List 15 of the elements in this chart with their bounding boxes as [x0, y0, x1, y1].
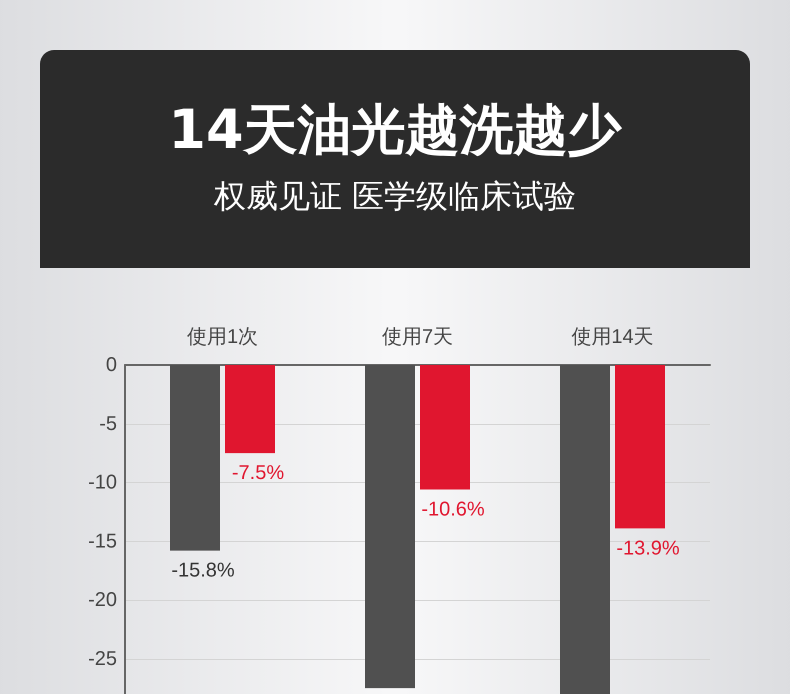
y-tick-label: -15: [88, 530, 117, 552]
chart-subtitle: 权威见证 医学级临床试验: [212, 176, 578, 216]
data-label: -13.9%: [616, 537, 680, 560]
x-tick-label: 使用1次: [186, 326, 258, 348]
data-label: -10.6%: [421, 498, 485, 521]
x-tick-label: 使用7天: [382, 326, 454, 348]
x-tick-label: 使用14天: [571, 326, 654, 348]
y-tick-label: -5: [99, 412, 117, 435]
y-tick-label: -10: [88, 472, 117, 494]
y-tick-label: 0: [106, 354, 117, 376]
chart-title: 14天油光越洗越少: [167, 98, 623, 162]
data-label: -15.8%: [171, 560, 235, 582]
data-label: -7.5%: [232, 462, 284, 484]
y-tick-label: -25: [88, 648, 117, 670]
y-tick-label: -20: [88, 589, 117, 611]
